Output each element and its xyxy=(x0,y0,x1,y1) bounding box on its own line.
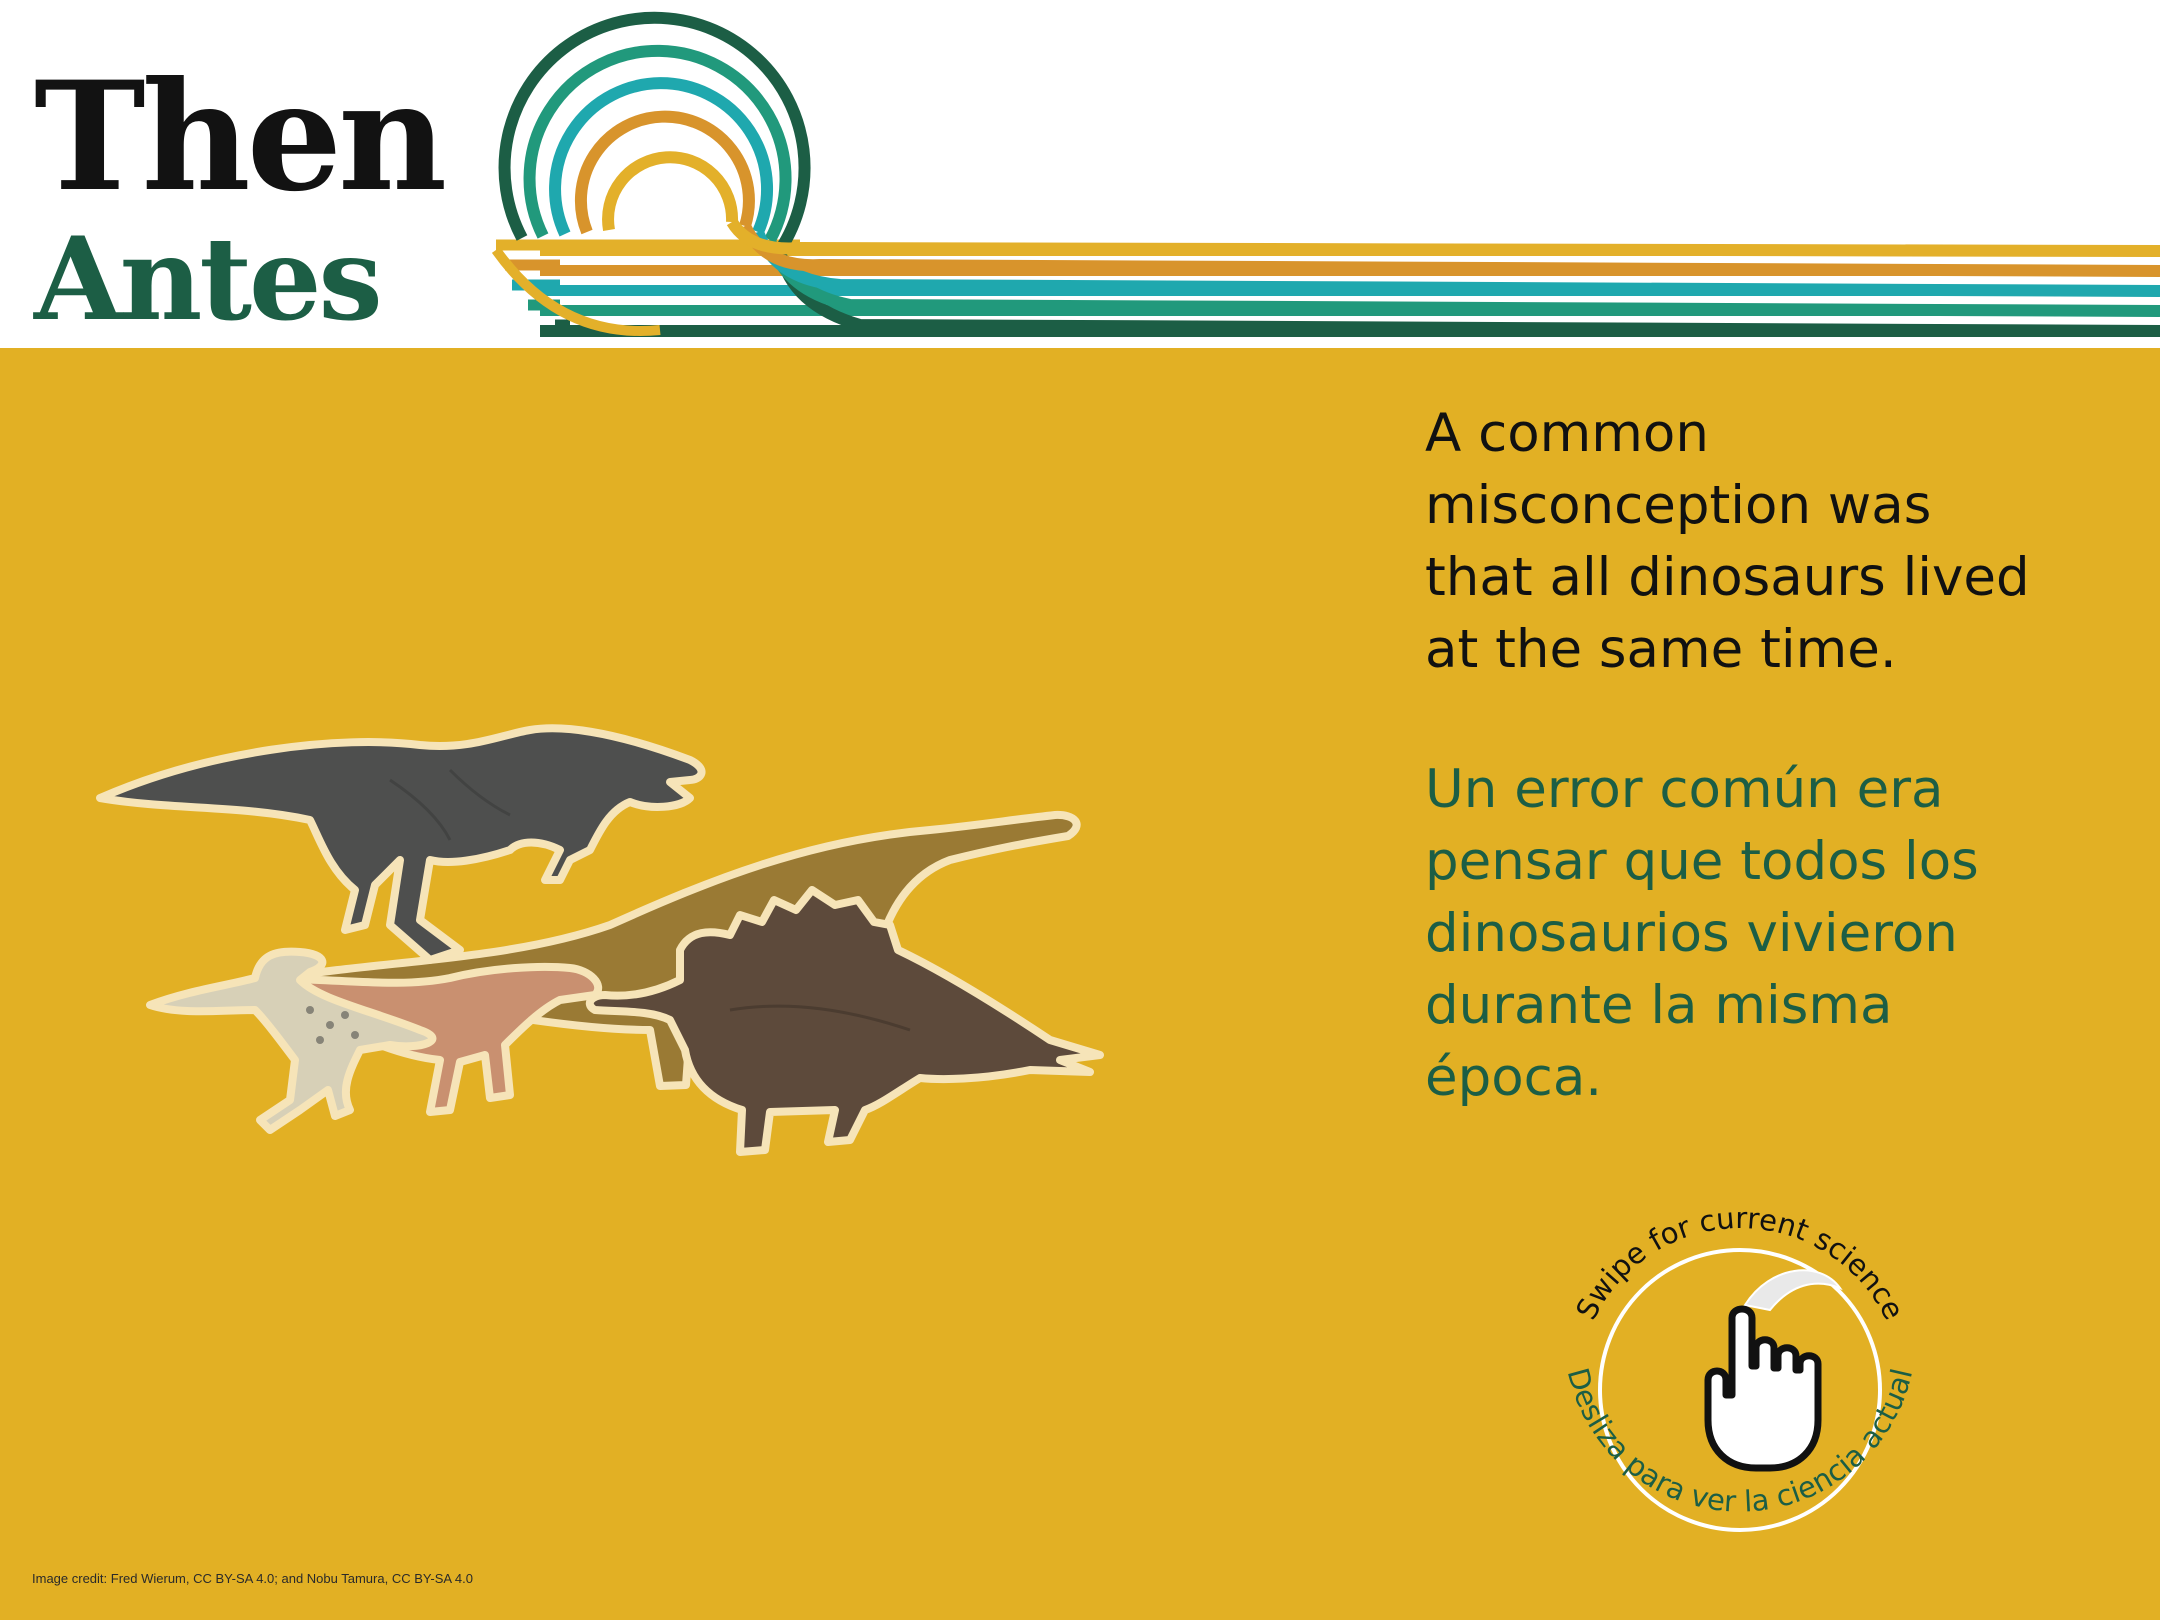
text-es-line: durante la misma xyxy=(1425,975,1893,1036)
text-es-line: Un error común era xyxy=(1425,759,1944,820)
text-en-line: that all dinosaurs lived xyxy=(1425,547,2030,608)
text-en-line: misconception was xyxy=(1425,475,1932,536)
dinosaur-illustration xyxy=(96,724,1104,1156)
image-credit: Image credit: Fred Wierum, CC BY-SA 4.0;… xyxy=(32,1571,473,1586)
text-en-line: A common xyxy=(1425,403,1709,464)
misconception-text-spanish: Un error común era pensar que todos los … xyxy=(1425,754,2125,1114)
title-english: Then xyxy=(34,49,447,225)
rainbow-stripes-graphic xyxy=(491,11,2160,337)
text-es-line: pensar que todos los xyxy=(1425,831,1979,892)
text-en-line: at the same time. xyxy=(1425,619,1897,680)
title-spanish: Antes xyxy=(34,212,383,346)
misconception-text-english: A common misconception was that all dino… xyxy=(1425,398,2125,686)
swipe-ring xyxy=(1598,1248,1882,1532)
text-es-line: dinosaurios vivieron xyxy=(1425,903,1958,964)
swipe-button[interactable]: Swipe for current science Desliza para v… xyxy=(1520,1170,1960,1610)
hand-swipe-icon xyxy=(1704,1269,1843,1472)
text-es-line: época. xyxy=(1425,1047,1603,1108)
